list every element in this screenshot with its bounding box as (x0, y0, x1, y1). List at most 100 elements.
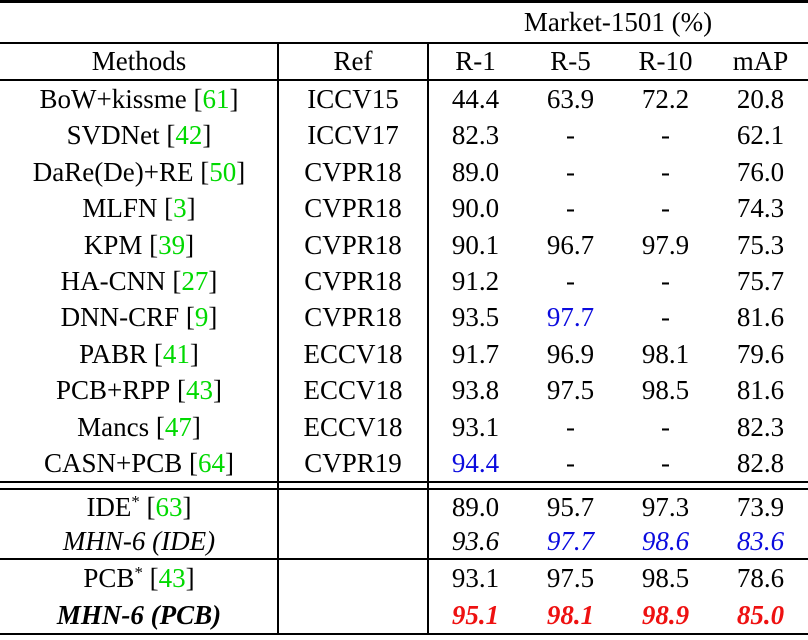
citation-number[interactable]: 43 (158, 563, 186, 594)
map-value-cell: 83.6 (736, 526, 785, 557)
citation-bracket-open: [ (170, 375, 187, 406)
citation-number[interactable]: 42 (175, 120, 203, 151)
rule-between-baselines (0, 558, 808, 561)
method-name: PABR (79, 338, 148, 369)
citation-number[interactable]: 41 (162, 338, 190, 369)
method-cell: PABR [41] (0, 336, 278, 372)
r10-value-cell: - (661, 265, 670, 296)
citation-bracket-open: [ (186, 84, 203, 114)
column-header-map: mAP (732, 46, 789, 76)
citation-number[interactable]: 47 (164, 411, 192, 442)
method-superscript: * (131, 492, 140, 512)
r5-value-cell: 98.1 (546, 599, 595, 630)
method-name: Mancs (77, 411, 150, 442)
method-cell: CASN+PCB [64] (0, 445, 278, 481)
r5-value-cell: 97.5 (546, 375, 595, 406)
column-header-r10: R-10 (638, 46, 693, 76)
table-row: IDE* [63] 89.0 95.7 97.3 73.9 (0, 490, 808, 524)
r5-value-cell: - (566, 447, 575, 478)
method-cell: PCB* [43] (0, 560, 278, 597)
r1-value-cell: 93.6 (451, 526, 500, 557)
ref-cell: CVPR18 (304, 265, 402, 296)
r5-value-cell: 97.7 (546, 302, 595, 333)
citation-bracket-open: [ (139, 492, 156, 523)
r5-value-cell: 63.9 (546, 84, 595, 114)
r5-value-cell: 97.7 (546, 526, 595, 557)
method-name: IDE (86, 492, 132, 523)
citation-number[interactable]: 63 (155, 492, 183, 523)
table-top-rule (0, 0, 808, 3)
r1-value-cell: 89.0 (451, 492, 500, 523)
method-cell: IDE* [63] (0, 490, 278, 524)
citation-number[interactable]: 50 (209, 156, 237, 187)
citation-number[interactable]: 64 (198, 447, 226, 478)
column-header-methods: Methods (91, 46, 187, 76)
citation-bracket-open: [ (159, 120, 176, 151)
citation-bracket-open: [ (165, 265, 182, 296)
ref-cell (278, 490, 428, 524)
map-value-cell: 75.3 (736, 229, 785, 260)
citation-bracket-close: ] (208, 265, 218, 296)
method-cell: SVDNet [42] (0, 117, 278, 153)
ref-cell: CVPR18 (304, 193, 402, 224)
r1-value-cell: 91.2 (451, 265, 500, 296)
r1-value-cell: 93.5 (451, 302, 500, 333)
citation-bracket-close: ] (225, 447, 235, 478)
citation-bracket-open: [ (179, 302, 195, 333)
citation-bracket-close: ] (185, 229, 195, 260)
citation-number[interactable]: 9 (194, 302, 209, 333)
method-cell: MHN-6 (PCB) (0, 597, 278, 634)
ref-cell: ECCV18 (303, 375, 403, 406)
method-name: KPM (83, 229, 143, 260)
r5-value-cell: 96.9 (546, 338, 595, 369)
r1-value-cell: 90.0 (451, 193, 500, 224)
citation-number[interactable]: 3 (173, 193, 187, 224)
column-header-r5: R-5 (550, 46, 591, 76)
r5-value-cell: - (566, 193, 575, 224)
table-row: DNN-CRF [9] CVPR18 93.5 97.7 - 81.6 (0, 299, 808, 335)
method-name: SVDNet (66, 120, 160, 151)
map-value-cell: 20.8 (736, 84, 785, 114)
r1-value-cell: 44.4 (451, 84, 500, 114)
column-header-r1: R-1 (455, 46, 496, 76)
map-value-cell: 73.9 (736, 492, 785, 523)
method-cell: PCB+RPP [43] (0, 372, 278, 408)
method-cell: DaRe(De)+RE [50] (0, 154, 278, 190)
r1-value-cell: 95.1 (451, 599, 500, 630)
section-pcb-baseline: PCB* [43] 93.1 97.5 98.5 78.6 MHN-6 (PCB… (0, 560, 808, 633)
r10-value-cell: 98.5 (641, 563, 690, 594)
method-name: BoW+kissme (39, 84, 187, 114)
table-row: PCB+RPP [43] ECCV18 93.8 97.5 98.5 81.6 (0, 372, 808, 408)
map-value-cell: 75.7 (736, 265, 785, 296)
r10-value-cell: 97.3 (641, 492, 690, 523)
map-value-cell: 85.0 (736, 599, 785, 630)
r5-value-cell: 97.5 (546, 563, 595, 594)
r5-value-cell: 95.7 (546, 492, 595, 523)
citation-number[interactable]: 43 (186, 375, 214, 406)
citation-bracket-close: ] (208, 302, 218, 333)
ref-cell: ECCV18 (303, 411, 403, 442)
ref-cell (278, 597, 428, 634)
r1-value-cell: 91.7 (451, 338, 500, 369)
method-superscript: * (134, 563, 143, 583)
map-value-cell: 62.1 (736, 120, 785, 151)
group-header-title: Market-1501 (%) (523, 7, 713, 37)
table-row: BoW+kissme [61] ICCV15 44.4 63.9 72.2 20… (0, 81, 808, 117)
table-row: MHN-6 (IDE) 93.6 97.7 98.6 83.6 (0, 524, 808, 558)
method-name: MHN-6 (PCB) (56, 599, 222, 630)
section-published-methods: BoW+kissme [61] ICCV15 44.4 63.9 72.2 20… (0, 81, 808, 481)
group-header-row: Market-1501 (%) (0, 3, 808, 42)
method-cell: MHN-6 (IDE) (0, 524, 278, 558)
citation-number[interactable]: 27 (181, 265, 209, 296)
map-value-cell: 74.3 (736, 193, 785, 224)
citation-number[interactable]: 39 (158, 229, 186, 260)
ref-cell: CVPR19 (304, 447, 402, 478)
ref-cell: ICCV15 (307, 84, 399, 114)
column-header-ref: Ref (333, 46, 373, 76)
r10-value-cell: 98.5 (641, 375, 690, 406)
method-name: DNN-CRF (60, 302, 180, 333)
ref-cell: ECCV18 (303, 338, 403, 369)
r10-value-cell: 97.9 (641, 229, 690, 260)
r10-value-cell: - (661, 156, 670, 187)
citation-number[interactable]: 61 (202, 84, 230, 114)
